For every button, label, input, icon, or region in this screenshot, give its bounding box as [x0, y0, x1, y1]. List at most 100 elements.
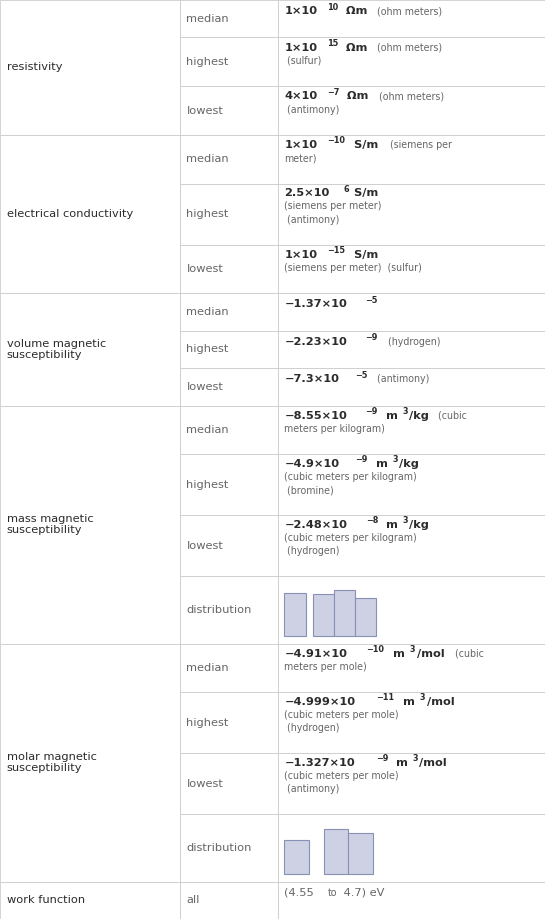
Text: 6: 6	[343, 185, 349, 194]
Text: 1×10: 1×10	[284, 42, 318, 52]
Text: lowest: lowest	[186, 540, 223, 550]
Bar	[284, 840, 309, 874]
Text: 2.5×10: 2.5×10	[284, 188, 330, 199]
Text: Ωm: Ωm	[343, 91, 369, 101]
Text: (hydrogen): (hydrogen)	[284, 723, 340, 733]
Text: meter): meter)	[284, 153, 317, 164]
Text: m: m	[372, 459, 387, 469]
Text: (hydrogen): (hydrogen)	[382, 336, 440, 346]
Text: (ohm meters): (ohm meters)	[374, 42, 443, 52]
Text: median: median	[186, 425, 229, 435]
Text: m: m	[389, 649, 405, 659]
Bar	[278, 38, 545, 86]
Text: −9: −9	[356, 455, 368, 464]
Bar	[324, 829, 348, 874]
Text: 1×10: 1×10	[284, 6, 318, 16]
Bar	[278, 754, 545, 814]
Text: Ωm: Ωm	[342, 6, 367, 16]
Bar	[278, 184, 545, 244]
Text: 3: 3	[392, 455, 397, 464]
Bar	[312, 594, 334, 636]
Text: 4.7) eV: 4.7) eV	[340, 888, 384, 898]
Text: 3: 3	[420, 693, 426, 702]
Text: (cubic meters per kilogram): (cubic meters per kilogram)	[284, 533, 417, 543]
Text: −4.91×10: −4.91×10	[284, 649, 348, 659]
Text: median: median	[186, 14, 229, 24]
Text: (bromine): (bromine)	[284, 485, 334, 495]
Bar	[334, 590, 355, 636]
Text: S/m: S/m	[350, 250, 379, 259]
Text: highest: highest	[186, 718, 229, 728]
Bar	[278, 643, 545, 692]
Bar	[278, 0, 545, 38]
Text: (cubic meters per kilogram): (cubic meters per kilogram)	[284, 472, 417, 482]
Text: −10: −10	[327, 136, 345, 145]
Text: lowest: lowest	[186, 382, 223, 391]
Bar	[180, 405, 278, 454]
Text: (4.55: (4.55	[284, 888, 318, 898]
Bar	[180, 454, 278, 516]
Text: (antimony): (antimony)	[284, 105, 340, 115]
Text: m: m	[392, 757, 408, 767]
Text: distribution: distribution	[186, 605, 252, 615]
Text: −2.23×10: −2.23×10	[284, 336, 347, 346]
Text: −5: −5	[366, 296, 378, 305]
Text: (siemens per: (siemens per	[387, 140, 452, 150]
Text: volume magnetic
susceptibility: volume magnetic susceptibility	[7, 338, 106, 360]
Bar	[180, 135, 278, 184]
Text: 3: 3	[402, 407, 408, 416]
Bar	[180, 369, 278, 405]
Text: (cubic: (cubic	[452, 649, 485, 659]
Text: 3: 3	[409, 645, 415, 654]
Text: (ohm meters): (ohm meters)	[374, 6, 443, 16]
Text: /mol: /mol	[419, 757, 447, 767]
Bar	[278, 369, 545, 405]
Bar	[278, 244, 545, 293]
Text: (cubic meters per mole): (cubic meters per mole)	[284, 710, 399, 720]
Text: −15: −15	[327, 246, 345, 255]
Text: −1.327×10: −1.327×10	[284, 757, 355, 767]
Text: lowest: lowest	[186, 106, 223, 116]
Bar	[278, 86, 545, 135]
Text: m: m	[382, 520, 398, 529]
Text: 3: 3	[412, 754, 417, 763]
Text: /mol: /mol	[416, 649, 444, 659]
Bar	[180, 692, 278, 754]
Text: (ohm meters): (ohm meters)	[376, 91, 444, 101]
Text: meters per mole): meters per mole)	[284, 662, 367, 672]
Text: lowest: lowest	[186, 778, 223, 789]
Bar	[180, 293, 278, 331]
Text: −1.37×10: −1.37×10	[284, 300, 347, 310]
Text: highest: highest	[186, 480, 229, 490]
Text: m: m	[399, 697, 415, 707]
Bar	[278, 454, 545, 516]
Text: −4.999×10: −4.999×10	[284, 697, 356, 707]
Bar	[348, 833, 373, 874]
Bar	[355, 598, 377, 636]
Bar	[278, 405, 545, 454]
Text: (siemens per meter): (siemens per meter)	[284, 201, 382, 211]
Text: (antimony): (antimony)	[284, 784, 340, 794]
Text: −9: −9	[376, 754, 388, 763]
Bar	[0, 405, 180, 643]
Text: (cubic: (cubic	[435, 411, 467, 421]
Text: −9: −9	[366, 407, 378, 416]
Bar	[0, 135, 180, 293]
Text: −9: −9	[366, 334, 378, 342]
Text: /mol: /mol	[427, 697, 455, 707]
Text: /kg: /kg	[399, 459, 419, 469]
Bar	[180, 86, 278, 135]
Bar	[180, 331, 278, 369]
Text: median: median	[186, 663, 229, 673]
Bar	[180, 0, 278, 38]
Bar	[278, 331, 545, 369]
Text: electrical conductivity: electrical conductivity	[7, 209, 133, 219]
Text: to: to	[328, 888, 337, 898]
Bar	[0, 293, 180, 405]
Text: −8.55×10: −8.55×10	[284, 411, 347, 421]
Text: 1×10: 1×10	[284, 140, 318, 150]
Bar	[180, 814, 278, 881]
Text: (cubic meters per mole): (cubic meters per mole)	[284, 771, 399, 781]
Bar	[278, 516, 545, 576]
Text: m: m	[382, 411, 397, 421]
